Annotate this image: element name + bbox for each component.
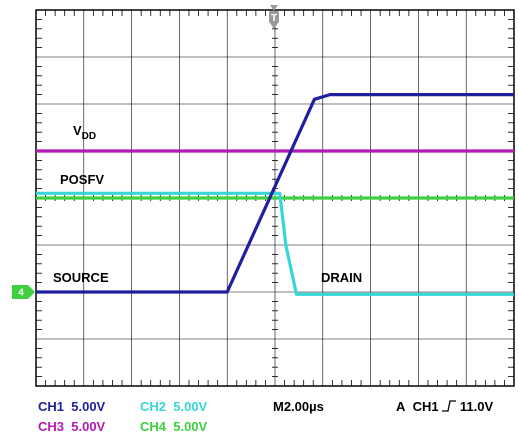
trigger-readout: A CH1 11.0V bbox=[396, 399, 493, 414]
ch3-name: CH3 bbox=[38, 419, 65, 434]
trigger-level: 11.0V bbox=[459, 399, 494, 414]
timebase-value: M2.00µs bbox=[273, 399, 324, 414]
traces bbox=[36, 92, 514, 296]
trace-drain bbox=[36, 191, 514, 296]
rising-edge-icon bbox=[442, 400, 457, 412]
timebase-readout: M2.00µs bbox=[273, 399, 324, 414]
graticule-ticks bbox=[36, 10, 514, 386]
ch3-readout: CH3 5.00V bbox=[38, 419, 105, 434]
channel-4-marker-label: 4 bbox=[18, 288, 24, 299]
ch4-name: CH4 bbox=[140, 419, 167, 434]
ch2-name: CH2 bbox=[140, 399, 167, 414]
graticule bbox=[36, 10, 514, 386]
ch1-name: CH1 bbox=[38, 399, 65, 414]
ch2-readout: CH2 5.00V bbox=[140, 399, 207, 414]
trigger-mode: A bbox=[396, 399, 406, 414]
trace-source bbox=[36, 92, 514, 294]
ch1-readout: CH1 5.00V bbox=[38, 399, 105, 414]
ch2-scale: 5.00V bbox=[173, 399, 208, 414]
ch3-scale: 5.00V bbox=[71, 419, 106, 434]
ch1-scale: 5.00V bbox=[71, 399, 106, 414]
ch4-readout: CH4 5.00V bbox=[140, 419, 207, 434]
trigger-marker-label: T bbox=[271, 13, 277, 24]
trigger-channel: CH1 bbox=[412, 399, 439, 414]
source-label: SOURCE bbox=[53, 270, 109, 285]
drain-label: DRAIN bbox=[321, 270, 362, 285]
ch4-scale: 5.00V bbox=[173, 419, 208, 434]
trigger-position-marker: T bbox=[269, 5, 279, 29]
posfv-label: POSFV bbox=[60, 172, 104, 187]
vdd-label: VDD bbox=[73, 123, 96, 142]
channel-4-marker: 4 bbox=[12, 285, 35, 299]
